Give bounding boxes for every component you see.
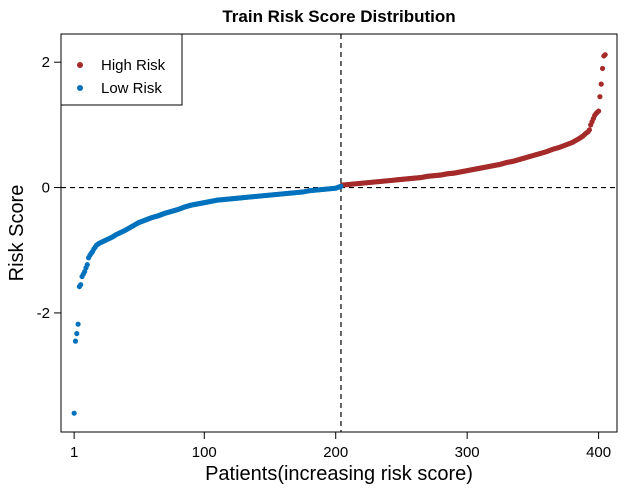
low-risk-point — [72, 338, 79, 344]
high-risk-point — [599, 65, 606, 72]
high-risk-point — [597, 94, 603, 100]
plot-area-border — [60, 33, 618, 433]
data-points — [71, 52, 608, 416]
y-axis-title: Risk Score — [6, 185, 28, 282]
x-tick-label: 100 — [192, 444, 217, 461]
x-axis-title: Patients(increasing risk score) — [205, 463, 473, 485]
chart-title: Train Risk Score Distribution — [222, 7, 455, 26]
legend: High Risk Low Risk — [60, 33, 183, 106]
legend-label-high-risk: High Risk — [101, 57, 166, 74]
high-risk-point — [586, 127, 592, 133]
legend-marker-low-risk — [77, 85, 83, 91]
legend-label-low-risk: Low Risk — [101, 80, 162, 97]
cutoff-lines — [61, 34, 617, 432]
y-tick-label: 0 — [42, 180, 50, 197]
y-tick-label: 2 — [42, 54, 50, 71]
legend-marker-high-risk — [77, 62, 83, 68]
low-risk-point — [71, 410, 77, 416]
high-risk-point — [598, 81, 604, 87]
x-tick-label: 1 — [70, 444, 78, 461]
high-risk-point — [602, 52, 608, 58]
low-risk-point — [338, 183, 344, 189]
high-risk-point — [595, 108, 602, 114]
x-tick-label: 300 — [455, 444, 480, 461]
x-tick-label: 200 — [323, 444, 348, 461]
x-axis: 1 100 200 300 400 — [70, 432, 611, 461]
low-risk-point — [78, 282, 84, 288]
y-tick-label: -2 — [37, 305, 50, 322]
low-risk-point — [84, 262, 90, 268]
low-risk-point — [75, 321, 81, 327]
legend-box — [60, 33, 183, 106]
y-axis: -2 0 2 — [37, 54, 61, 322]
low-risk-point — [74, 330, 80, 337]
x-tick-label: 400 — [586, 444, 611, 461]
